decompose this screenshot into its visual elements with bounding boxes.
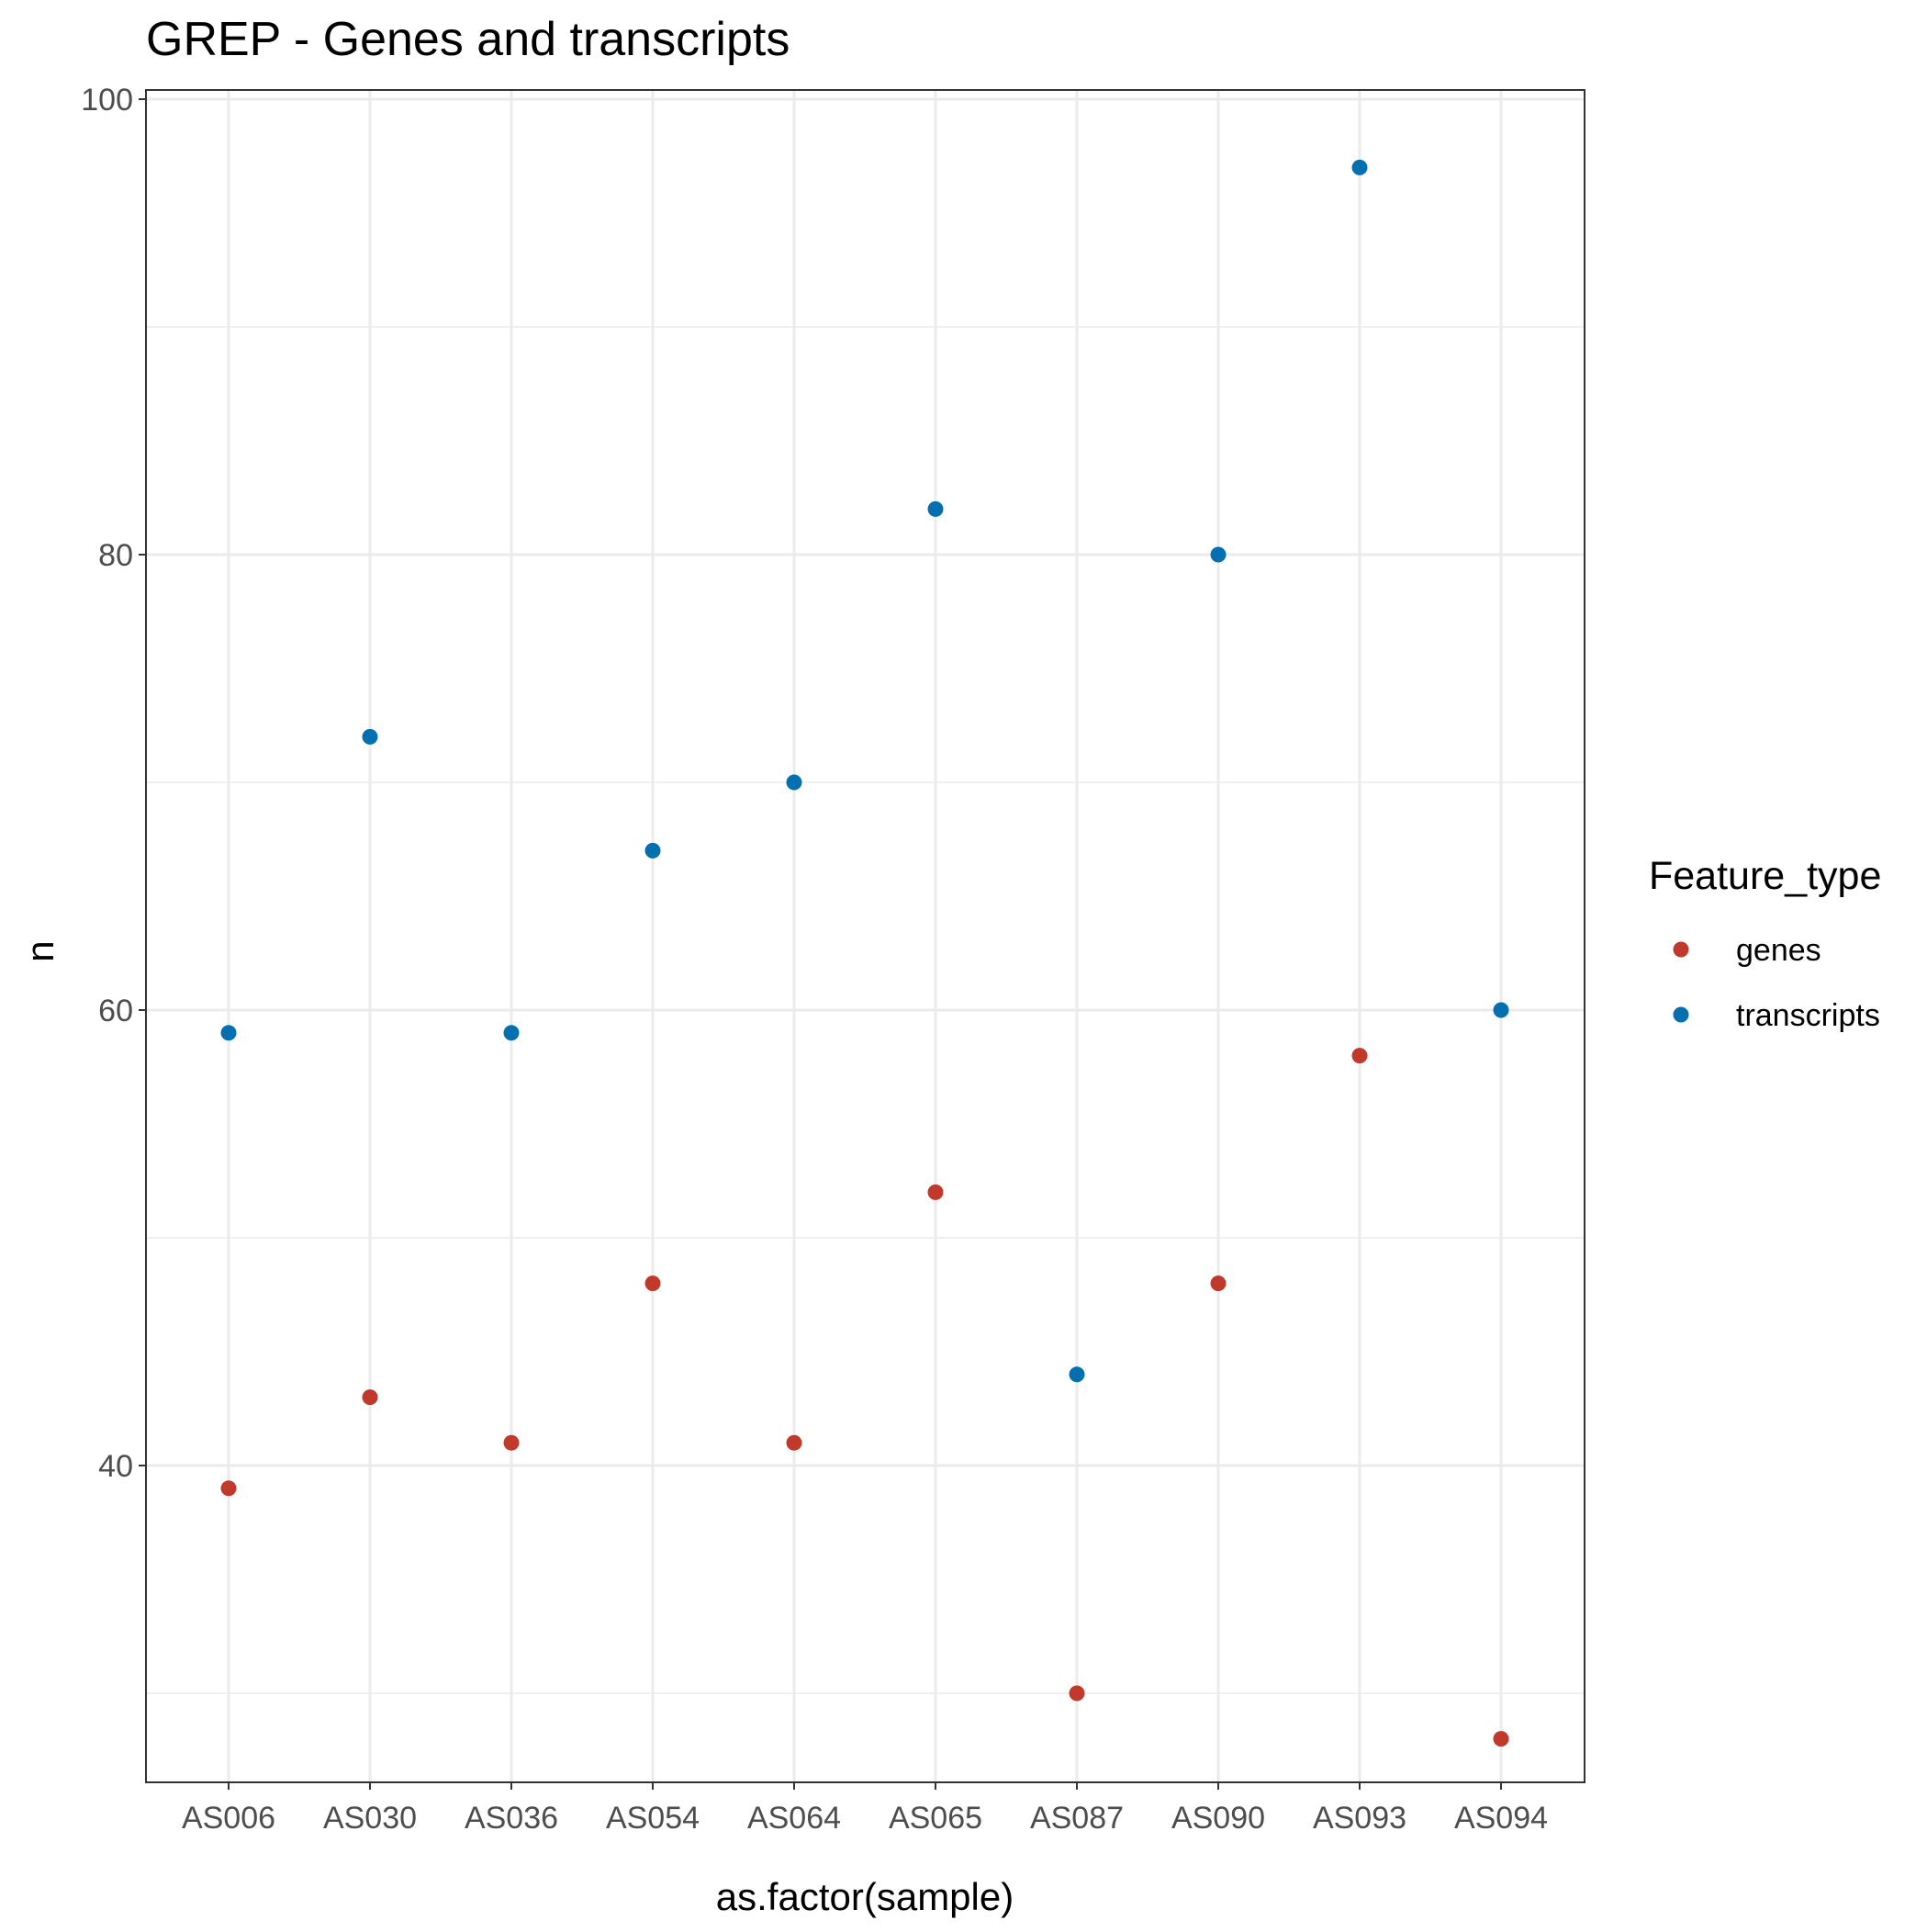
axes-layer: 40 60 80 100 AS006 AS030 AS036 AS054 AS064 AS065 A… bbox=[81, 83, 1548, 1836]
point-transcripts-AS064 bbox=[786, 774, 802, 791]
point-transcripts-AS030 bbox=[362, 728, 378, 745]
legend-key-genes bbox=[1673, 941, 1689, 958]
panel-border bbox=[145, 89, 1585, 1783]
point-transcripts-AS087 bbox=[1069, 1366, 1085, 1383]
grid-layer bbox=[146, 90, 1585, 1782]
points-layer bbox=[220, 159, 1509, 1747]
point-genes-AS094 bbox=[1493, 1731, 1509, 1747]
point-transcripts-AS036 bbox=[503, 1025, 520, 1041]
panel-background bbox=[146, 90, 1585, 1782]
y-tick-label: 100 bbox=[81, 83, 133, 118]
y-tick-label: 40 bbox=[98, 1449, 133, 1484]
x-tick-label: AS065 bbox=[889, 1801, 982, 1836]
x-tick-label: AS090 bbox=[1171, 1801, 1265, 1836]
x-tick-label: AS036 bbox=[465, 1801, 558, 1836]
point-genes-AS036 bbox=[503, 1434, 520, 1451]
x-tick-label: AS064 bbox=[747, 1801, 841, 1836]
point-genes-AS054 bbox=[644, 1275, 661, 1292]
point-genes-AS006 bbox=[220, 1480, 237, 1497]
legend-label-transcripts: transcripts bbox=[1736, 998, 1880, 1033]
point-genes-AS087 bbox=[1069, 1685, 1085, 1702]
point-genes-AS030 bbox=[362, 1389, 378, 1406]
x-axis-title: as.factor(sample) bbox=[716, 1875, 1014, 1918]
x-tick-label: AS030 bbox=[323, 1801, 417, 1836]
legend-title: Feature_type bbox=[1649, 854, 1881, 898]
point-transcripts-AS006 bbox=[220, 1025, 237, 1041]
chart-title: GREP - Genes and transcripts bbox=[146, 13, 790, 66]
point-transcripts-AS065 bbox=[927, 500, 944, 517]
point-transcripts-AS090 bbox=[1210, 546, 1227, 563]
x-tick-label: AS094 bbox=[1454, 1801, 1548, 1836]
y-axis-title: n bbox=[18, 940, 62, 961]
y-tick-label: 60 bbox=[98, 994, 133, 1028]
legend: Feature_type genes transcripts bbox=[1649, 854, 1881, 1033]
y-tick-label: 80 bbox=[98, 538, 133, 573]
legend-label-genes: genes bbox=[1736, 933, 1821, 968]
point-transcripts-AS093 bbox=[1351, 159, 1368, 175]
point-transcripts-AS054 bbox=[644, 842, 661, 859]
legend-key-transcripts bbox=[1673, 1006, 1689, 1023]
x-tick-label: AS054 bbox=[606, 1801, 700, 1836]
point-genes-AS090 bbox=[1210, 1275, 1227, 1292]
x-tick-label: AS006 bbox=[182, 1801, 275, 1836]
point-genes-AS093 bbox=[1351, 1048, 1368, 1064]
x-tick-label: AS087 bbox=[1030, 1801, 1124, 1836]
point-genes-AS065 bbox=[927, 1184, 944, 1200]
point-genes-AS064 bbox=[786, 1434, 802, 1451]
x-tick-label: AS093 bbox=[1313, 1801, 1406, 1836]
point-transcripts-AS094 bbox=[1493, 1002, 1509, 1018]
